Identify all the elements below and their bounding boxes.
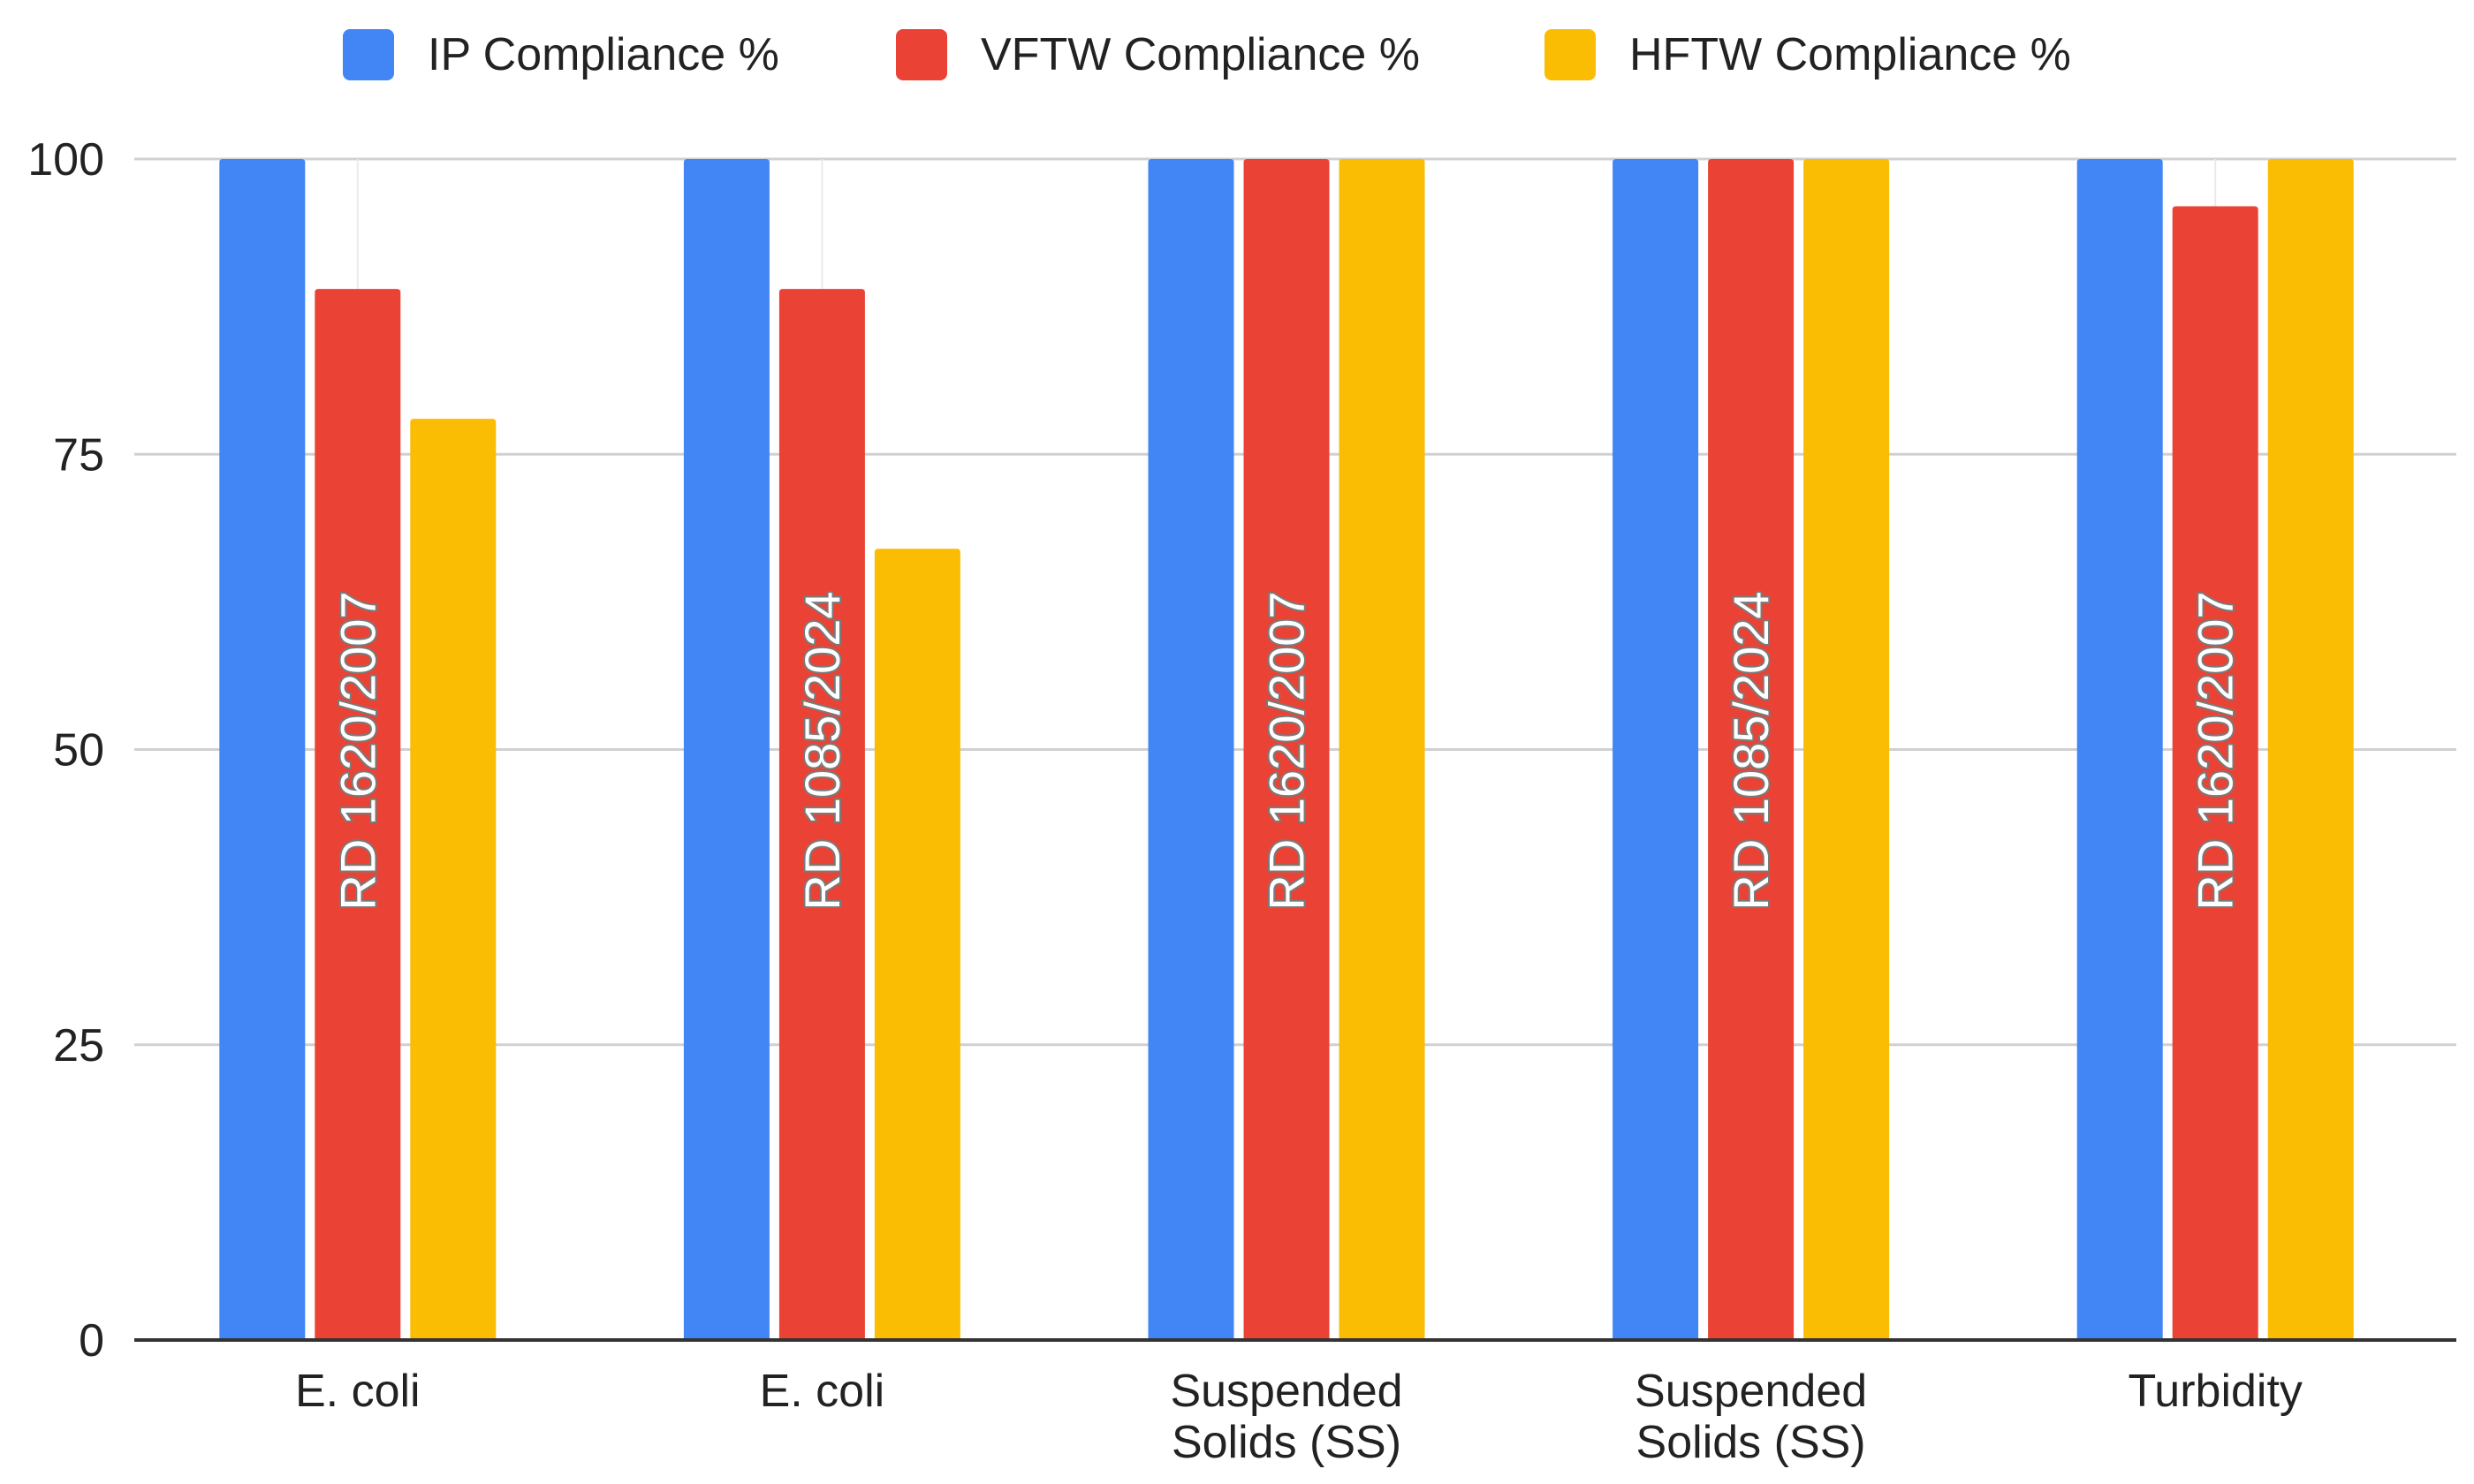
bar: [1339, 159, 1425, 1340]
bar-annotation-label: RD 1620/2007: [1259, 591, 1315, 910]
bar: [219, 159, 306, 1340]
y-tick-label: 25: [53, 1020, 104, 1071]
legend-label: VFTW Compliance %: [981, 29, 1420, 80]
y-tick-label: 100: [27, 134, 104, 186]
x-category-label: Suspended Solids (SS): [1635, 1366, 1867, 1468]
bar-annotation-label: RD 1085/2024: [794, 591, 850, 910]
bar: [2172, 206, 2258, 1341]
bar: [1708, 159, 1795, 1340]
legend-item: VFTW Compliance %: [896, 29, 1420, 80]
bar-annotations: RD 1620/2007 RD 1085/2024 RD 1620/2007 RD 1…: [328, 589, 2244, 912]
legend-label: HFTW Compliance %: [1629, 29, 2071, 80]
y-tick-label: 0: [79, 1315, 104, 1367]
x-category-label: Turbidity: [2128, 1366, 2302, 1417]
x-axis-category-labels: E. coli E. coli Suspended Solids (SS) Suspen…: [295, 1366, 2303, 1468]
y-axis-tick-labels: 0 25 50 75 100: [27, 134, 104, 1367]
bar-annotation-label: RD 1085/2024: [1723, 591, 1779, 910]
bar: [315, 289, 401, 1340]
bar: [2076, 159, 2163, 1340]
bar: [1148, 159, 1234, 1340]
legend-item: IP Compliance %: [343, 29, 779, 80]
legend-swatch: [896, 29, 947, 80]
bar-annotation-label: RD 1620/2007: [330, 591, 385, 910]
legend-item: HFTW Compliance %: [1544, 29, 2071, 80]
bar: [874, 549, 960, 1340]
bar-annotation-label: RD 1620/2007: [2188, 591, 2243, 910]
bar: [778, 289, 865, 1340]
y-tick-label: 75: [53, 429, 104, 481]
bar: [683, 159, 770, 1340]
legend-label: IP Compliance %: [428, 29, 779, 80]
x-category-label: E. coli: [295, 1366, 421, 1417]
bar: [1613, 159, 1699, 1340]
legend-swatch: [343, 29, 394, 80]
bar: [2267, 159, 2354, 1340]
bar: [1243, 159, 1330, 1340]
bar: [1803, 159, 1890, 1340]
chart-legend: IP Compliance % VFTW Compliance % HFTW Com…: [343, 29, 2071, 80]
x-category-label: E. coli: [760, 1366, 885, 1417]
legend-swatch: [1544, 29, 1596, 80]
y-tick-label: 50: [53, 725, 104, 776]
bar: [410, 419, 497, 1340]
chart-bars: [219, 159, 2354, 1341]
x-category-label: Suspended Solids (SS): [1170, 1366, 1402, 1468]
